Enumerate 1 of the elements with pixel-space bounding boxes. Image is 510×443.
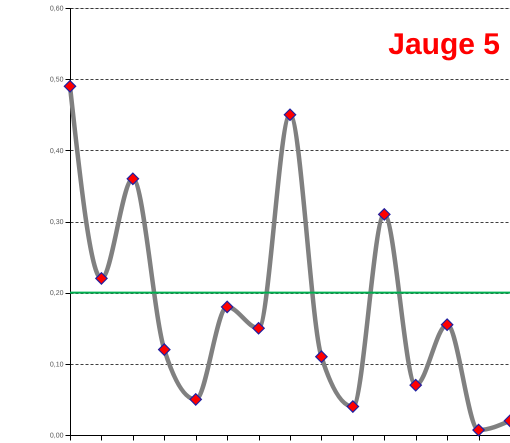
text: Jauge 5 [388,28,500,61]
